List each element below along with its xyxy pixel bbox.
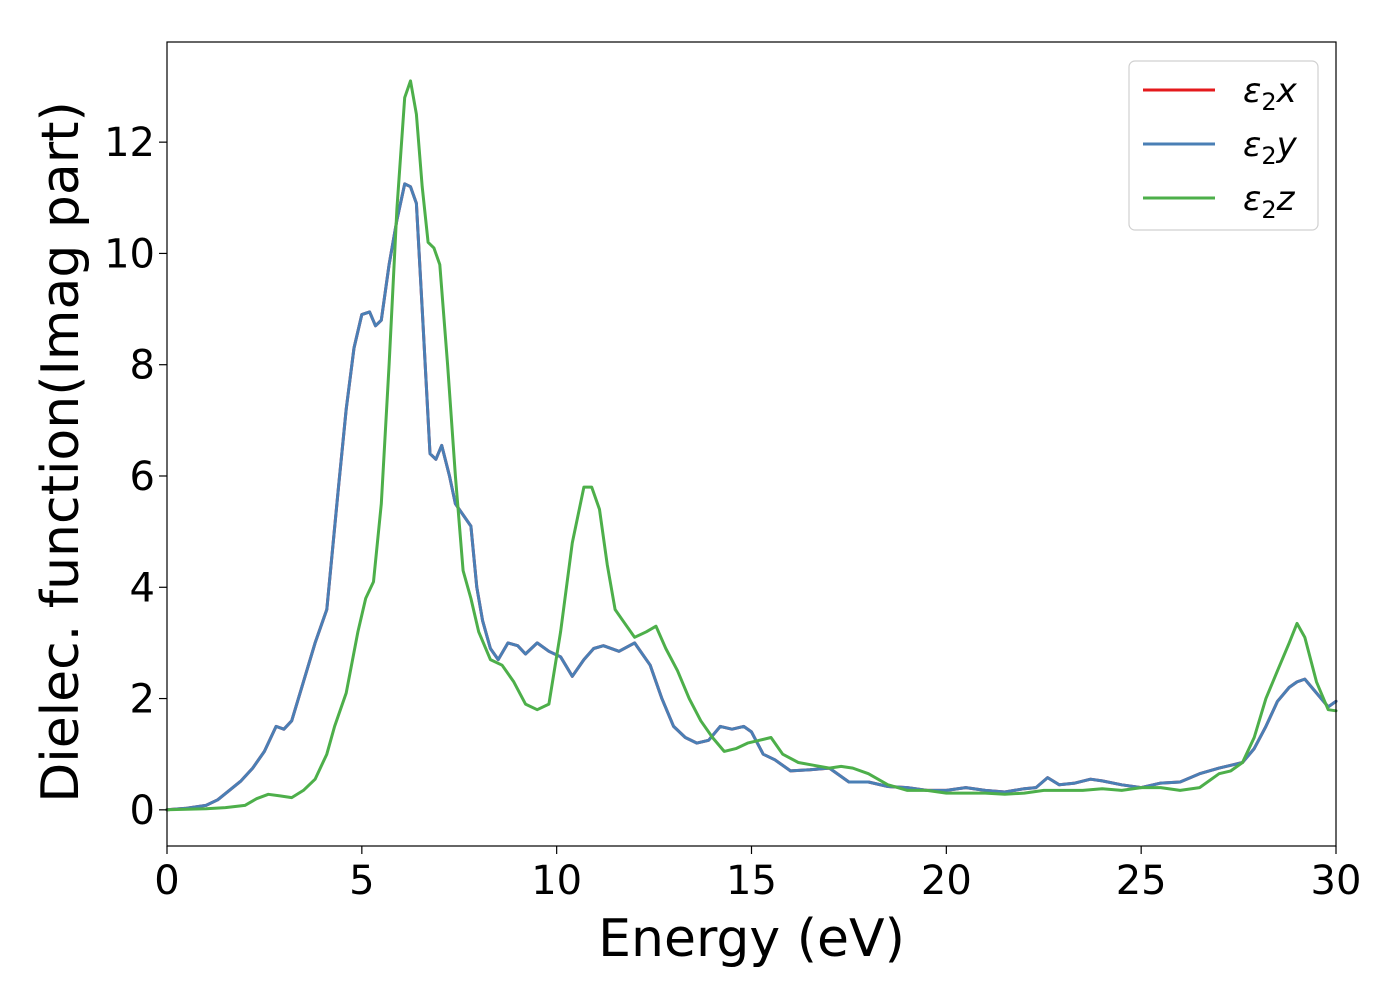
x-tick-label: 25 — [1116, 858, 1167, 904]
series-line-y — [165, 182, 1338, 812]
x-tick-label: 0 — [154, 858, 179, 904]
x-tick-label: 30 — [1311, 858, 1362, 904]
x-tick-label: 10 — [531, 858, 582, 904]
legend-label-x: ε2x — [1243, 71, 1298, 116]
x-tick-label: 15 — [726, 858, 777, 904]
y-tick-label: 12 — [104, 120, 155, 166]
legend: ε2x ε2y ε2z — [1128, 60, 1319, 231]
x-tick-label: 20 — [921, 858, 972, 904]
y-axis-ticks: 0 2 4 6 8 10 12 — [104, 120, 167, 834]
x-axis-ticks: 0 5 10 15 20 25 30 — [154, 846, 1361, 904]
x-tick-label: 5 — [349, 858, 374, 904]
y-tick-label: 10 — [104, 231, 155, 277]
series-line-z — [165, 79, 1338, 812]
y-axis-label: Dielec. function(Imag part) — [31, 101, 91, 803]
y-tick-label: 4 — [130, 565, 155, 611]
y-tick-label: 0 — [130, 788, 155, 834]
y-tick-label: 2 — [130, 677, 155, 723]
y-tick-label: 6 — [130, 454, 155, 500]
series-layer — [165, 79, 1338, 812]
legend-box — [1128, 60, 1319, 231]
legend-label-z: ε2z — [1243, 179, 1296, 224]
x-axis-label: Energy (eV) — [598, 909, 905, 969]
legend-label-y: ε2y — [1243, 125, 1298, 170]
y-tick-label: 8 — [130, 343, 155, 389]
